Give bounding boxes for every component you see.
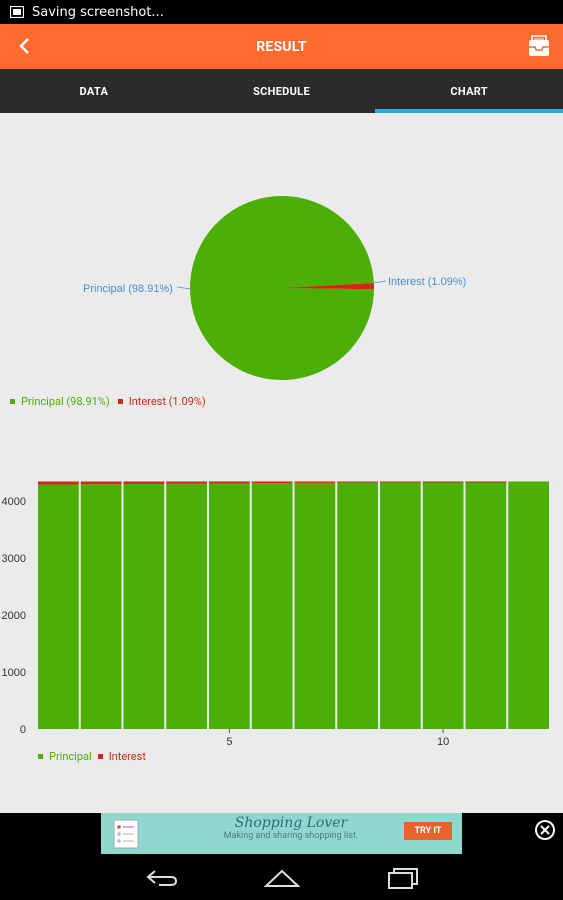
y-tick-label: 2000 <box>2 610 26 622</box>
ad-title: Shopping Lover <box>234 815 348 831</box>
tab-data[interactable]: DATA <box>79 84 109 98</box>
checklist-icon <box>113 819 139 848</box>
pie-label-principal: Principal (98.91%) <box>83 283 173 295</box>
image-icon <box>10 6 24 18</box>
bar-legend-principal: Principal <box>49 750 92 763</box>
chart-content: Principal (98.91%) Interest (1.09%) Prin… <box>0 113 563 813</box>
nav-recent-icon <box>388 868 418 889</box>
legend-swatch-principal <box>10 399 15 404</box>
bar-interest <box>294 481 336 483</box>
back-button[interactable] <box>8 30 40 62</box>
bar-principal <box>251 483 293 729</box>
navigation-bar: Shopping Lover Making and sharing shoppi… <box>0 813 563 900</box>
interest-leader-line <box>372 280 387 284</box>
pie-legend: Principal (98.91%) Interest (1.09%) <box>10 395 206 408</box>
x-tick-label: 5 <box>226 736 232 748</box>
bar-principal <box>337 482 378 729</box>
principal-leader-line <box>176 286 192 290</box>
bar-legend-interest: Interest <box>108 750 146 763</box>
status-text: Saving screenshot... <box>32 4 164 20</box>
bar-principal <box>294 482 336 729</box>
inbox-button[interactable] <box>523 30 555 62</box>
nav-home-button[interactable] <box>262 865 302 891</box>
bar-interest <box>251 481 293 484</box>
tab-chart[interactable]: CHART <box>375 69 563 113</box>
ad-try-button[interactable]: TRY IT <box>404 822 452 840</box>
bar-interest <box>422 481 464 483</box>
y-tick-label: 3000 <box>2 553 26 565</box>
bar-interest <box>166 481 207 484</box>
legend-interest: Interest (1.09%) <box>128 395 206 408</box>
bar-legend: Principal Interest <box>38 750 146 763</box>
bar-principal <box>209 483 250 729</box>
bar-principal <box>166 483 207 729</box>
nav-home-icon <box>264 869 300 887</box>
inbox-tray-icon <box>529 35 549 56</box>
bar-chart: 0 1000 2000 3000 4000 5 10 <box>2 481 549 748</box>
bar-interest <box>123 481 165 484</box>
bar-interest <box>465 481 507 483</box>
legend-swatch-interest <box>117 399 123 404</box>
bar-principal <box>465 481 507 729</box>
tab-bar: DATA SCHEDULE CHART <box>0 69 563 113</box>
legend-swatch-interest <box>97 754 103 759</box>
tab-schedule[interactable]: SCHEDULE <box>253 84 310 98</box>
close-circle-icon[interactable] <box>533 818 557 842</box>
bar-principal <box>422 481 464 729</box>
bar-interest <box>80 481 122 485</box>
bar-interest <box>209 481 250 484</box>
y-tick-label: 1000 <box>2 667 26 679</box>
page-title: RESULT <box>256 38 307 55</box>
nav-back-icon <box>146 870 178 886</box>
ad-banner[interactable]: Shopping Lover Making and sharing shoppi… <box>101 813 462 854</box>
y-tick-label: 0 <box>20 724 26 736</box>
chevron-left-icon <box>19 38 29 54</box>
legend-swatch-principal <box>38 754 43 759</box>
bar-interest <box>38 481 79 485</box>
legend-principal: Principal (98.91%) <box>21 395 110 408</box>
app-bar: RESULT <box>0 24 563 69</box>
status-bar: Saving screenshot... <box>0 0 563 24</box>
y-tick-label: 4000 <box>2 496 26 508</box>
bar-principal <box>38 484 79 729</box>
nav-recent-button[interactable] <box>383 865 423 891</box>
nav-back-button[interactable] <box>142 865 182 891</box>
pie-chart: Principal (98.91%) Interest (1.09%) <box>83 196 466 381</box>
bar-principal <box>123 483 165 729</box>
pie-label-interest: Interest (1.09%) <box>388 276 466 288</box>
bar-interest <box>380 481 421 483</box>
x-tick-label: 10 <box>437 736 449 748</box>
pie-slice-interest <box>282 283 374 290</box>
bar-principal <box>80 484 122 729</box>
bar-principal <box>508 481 549 729</box>
pie-slice-principal <box>190 196 374 381</box>
ad-subtitle: Making and sharing shopping list. <box>223 831 359 841</box>
bar-interest <box>337 481 378 483</box>
bar-principal <box>380 482 421 729</box>
